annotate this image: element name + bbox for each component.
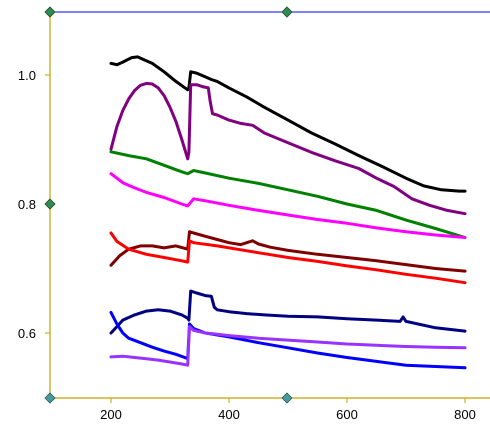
selection-handle-bottom-middle[interactable]	[281, 392, 293, 404]
selection-handle-top-middle[interactable]	[281, 6, 293, 18]
selection-handle-bottom-left[interactable]	[44, 392, 56, 404]
series-line-6	[109, 231, 467, 285]
selection-handles	[44, 6, 293, 404]
selection-handle-top-left[interactable]	[44, 6, 56, 18]
series-line-5	[109, 230, 467, 273]
series-line-3	[109, 150, 467, 239]
series-line-2	[109, 81, 467, 216]
x-tick-label: 200	[100, 407, 122, 422]
x-tick-label: 600	[336, 407, 358, 422]
series-line-8	[109, 310, 467, 370]
y-tick-label: 1.0	[18, 68, 36, 83]
series-line-9	[109, 325, 467, 367]
series-layer	[109, 55, 467, 370]
series-line-4	[109, 172, 467, 239]
selection-handle-left-middle[interactable]	[44, 198, 56, 210]
y-tick-label: 0.6	[18, 326, 36, 341]
x-tick-label: 800	[454, 407, 476, 422]
y-tick-label: 0.8	[18, 197, 36, 212]
x-tick-label: 400	[218, 407, 240, 422]
series-line-7	[109, 289, 467, 335]
tick-layer: 200 400 600 800 0.6 0.8 1.0	[18, 68, 476, 422]
series-line-1	[109, 55, 467, 193]
